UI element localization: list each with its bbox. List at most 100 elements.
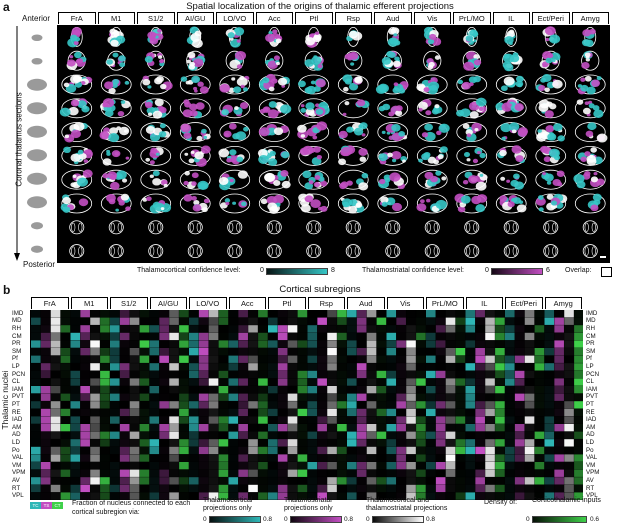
- heat-cell-c6-r0-s1: [277, 310, 288, 318]
- heat-cell-c10-r15-s1: [435, 424, 446, 432]
- heat-cell-c7-r20-s1: [317, 462, 327, 470]
- nucleus-label-l-6: Pf: [12, 355, 18, 363]
- section-c7-r9: [345, 244, 361, 259]
- heat-cell-c9-r12-s1: [396, 401, 406, 409]
- heat-cell-c7-r6-s3: [337, 355, 347, 363]
- heat-cell-c12-r24-s0: [505, 492, 515, 500]
- heat-cell-c12-r11-s0: [505, 393, 515, 401]
- heat-cell-c0-r1-s3: [60, 317, 71, 325]
- heat-cell-c12-r17-s2: [524, 439, 535, 447]
- heat-cell-c10-r3-s1: [435, 332, 446, 341]
- heat-cell-c6-r17-s3: [297, 439, 308, 447]
- heat-cell-c6-r2-s2: [287, 325, 298, 333]
- heat-cell-c9-r14-s1: [396, 416, 406, 424]
- heat-cell-c11-r18-s0: [465, 446, 476, 455]
- heat-cell-c3-r0-s3: [179, 310, 189, 318]
- heat-cell-c11-r17-s0: [465, 439, 476, 447]
- section-c5-r3: [258, 98, 292, 119]
- heat-cell-c9-r24-s0: [386, 492, 397, 500]
- heat-cell-c12-r21-s2: [524, 469, 535, 477]
- heat-cell-c0-r21-s1: [40, 469, 51, 477]
- heat-cell-c13-r10-s0: [544, 386, 555, 394]
- heat-cell-c9-r16-s2: [406, 431, 416, 439]
- heat-cell-c5-r23-s2: [248, 484, 258, 493]
- heat-cell-c3-r14-s3: [179, 416, 189, 424]
- heat-cell-c11-r0-s0: [465, 310, 476, 318]
- nucleus-label-l-23: RT: [12, 484, 21, 492]
- heat-cell-c13-r6-s2: [564, 355, 574, 363]
- heat-cell-c11-r10-s3: [495, 386, 505, 394]
- heat-cell-c0-r11-s1: [40, 393, 51, 401]
- panel-b-col-12: Ect/Peri: [505, 297, 543, 309]
- heat-cell-c7-r4-s2: [327, 340, 337, 348]
- heat-cell-c9-r24-s2: [406, 492, 416, 500]
- heat-cell-c7-r10-s3: [337, 386, 347, 394]
- heat-cell-c10-r0-s2: [445, 310, 456, 318]
- key-ct: CT: [52, 502, 63, 509]
- panel-b-title: Cortical subregions: [279, 284, 361, 295]
- heat-cell-c9-r9-s3: [416, 378, 426, 386]
- heat-cell-c8-r17-s2: [366, 439, 377, 447]
- heat-cell-c4-r7-s2: [208, 363, 219, 371]
- heat-cell-c3-r4-s0: [149, 340, 160, 348]
- section-c6-r7: [298, 193, 330, 214]
- heat-cell-c5-r5-s2: [248, 348, 258, 356]
- heat-cell-c11-r21-s2: [485, 469, 495, 477]
- heat-cell-c11-r2-s1: [475, 325, 485, 333]
- heat-cell-c9-r6-s3: [416, 355, 426, 363]
- heat-cell-c7-r15-s0: [307, 424, 318, 432]
- heat-cell-c8-r13-s0: [347, 408, 357, 417]
- heat-cell-c9-r20-s0: [386, 462, 397, 470]
- heat-cell-c1-r20-s1: [80, 462, 90, 470]
- heat-cell-c10-r5-s1: [435, 348, 446, 356]
- heat-cell-c0-r3-s0: [31, 332, 41, 341]
- heat-cell-c11-r16-s3: [495, 431, 505, 439]
- section-c11-r2: [495, 74, 527, 95]
- heat-cell-c13-r23-s0: [544, 484, 555, 493]
- heat-cell-c10-r22-s0: [426, 477, 436, 485]
- heat-cell-c12-r22-s3: [534, 477, 545, 485]
- heat-cell-c8-r7-s1: [356, 363, 367, 371]
- heat-cell-c2-r16-s2: [129, 431, 140, 439]
- heat-cell-c9-r17-s3: [416, 439, 426, 447]
- heat-cell-c8-r10-s0: [347, 386, 357, 394]
- heat-cell-c3-r6-s2: [169, 355, 179, 363]
- heat-cell-c2-r20-s0: [110, 462, 120, 470]
- heat-cell-c11-r12-s0: [465, 401, 476, 409]
- heat-cell-c10-r4-s1: [435, 340, 446, 348]
- heat-cell-c6-r17-s2: [287, 439, 298, 447]
- section-c3-r9: [187, 244, 203, 259]
- heat-cell-c9-r18-s0: [386, 446, 397, 455]
- atlas-section-2: [27, 78, 47, 91]
- section-c12-r0: [542, 26, 561, 47]
- heat-cell-c8-r24-s1: [356, 492, 367, 500]
- heat-cell-c10-r15-s3: [455, 424, 466, 432]
- heat-cell-c3-r11-s2: [169, 393, 179, 401]
- heat-cell-c3-r10-s3: [179, 386, 189, 394]
- heat-cell-c1-r16-s3: [100, 431, 110, 439]
- heat-cell-c0-r10-s2: [50, 386, 61, 394]
- heat-cell-c10-r1-s2: [445, 317, 456, 325]
- heat-cell-c10-r12-s2: [445, 401, 456, 409]
- heat-cell-c3-r12-s2: [169, 401, 179, 409]
- heat-cell-c10-r0-s3: [455, 310, 466, 318]
- heat-cell-c7-r2-s3: [337, 325, 347, 333]
- heat-cell-c6-r2-s3: [297, 325, 308, 333]
- heat-cell-c13-r16-s3: [574, 431, 584, 439]
- heat-cell-c11-r4-s3: [495, 340, 505, 348]
- heat-cell-c9-r22-s3: [416, 477, 426, 485]
- heat-cell-c8-r20-s1: [356, 462, 367, 470]
- section-c6-r3: [298, 98, 330, 119]
- heat-cell-c0-r0-s0: [31, 310, 41, 318]
- heat-cell-c5-r0-s2: [248, 310, 258, 318]
- heat-cell-c1-r21-s2: [90, 469, 100, 477]
- heat-cell-c9-r11-s3: [416, 393, 426, 401]
- heat-cell-c10-r10-s2: [445, 386, 456, 394]
- panel-a-col-1: M1: [97, 12, 135, 24]
- heat-cell-c1-r9-s3: [100, 378, 110, 386]
- heat-cell-c3-r11-s3: [179, 393, 189, 401]
- heat-cell-c6-r14-s0: [268, 416, 278, 424]
- heat-cell-c13-r10-s1: [554, 386, 564, 394]
- heat-cell-c6-r7-s0: [268, 363, 278, 371]
- heat-cell-c9-r11-s0: [386, 393, 397, 401]
